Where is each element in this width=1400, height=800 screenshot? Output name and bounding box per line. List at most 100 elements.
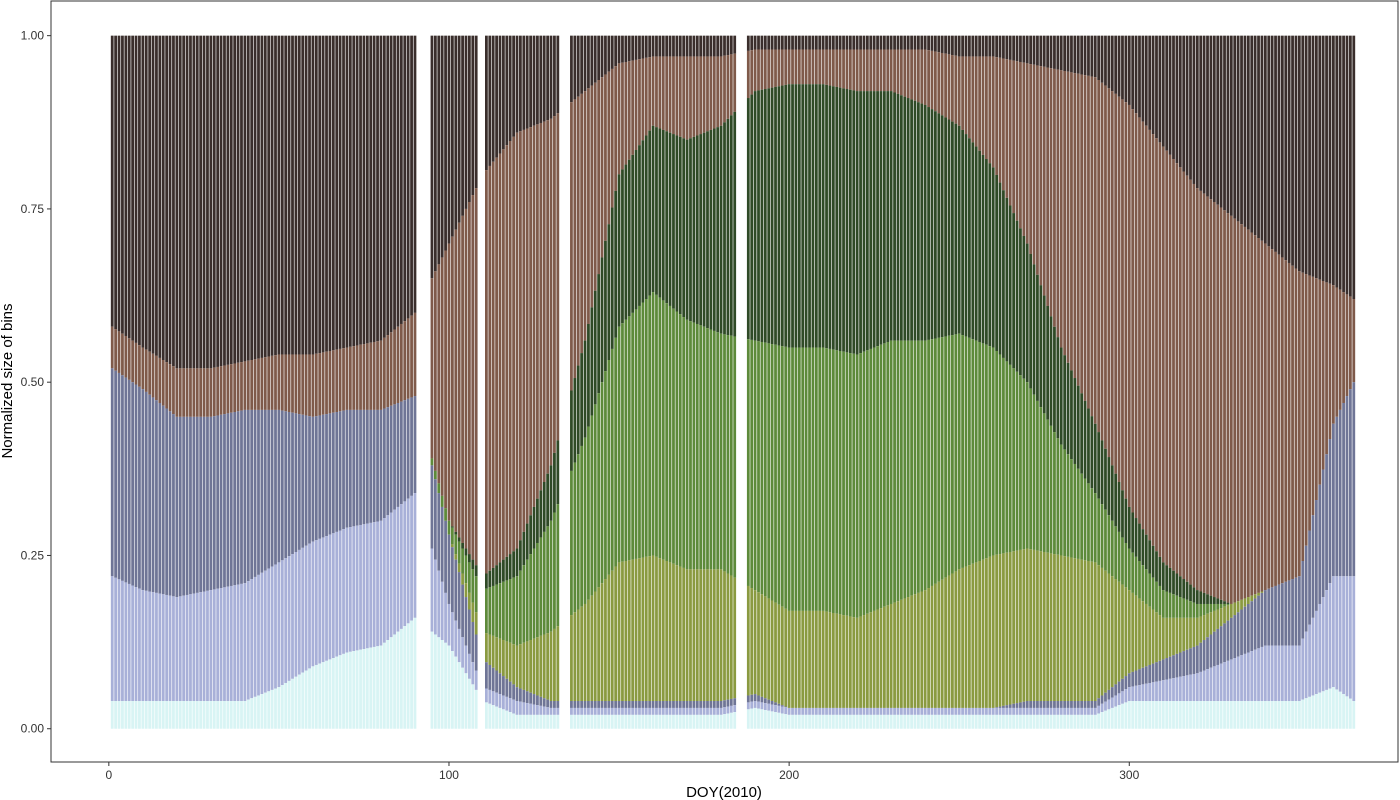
bar-segment <box>570 35 573 103</box>
bar-segment <box>1131 109 1135 513</box>
bar-segment <box>1144 125 1148 535</box>
bar-segment <box>1246 35 1250 230</box>
bar-segment <box>1161 35 1165 147</box>
bar-segment <box>393 329 396 405</box>
bar-segment <box>723 334 726 572</box>
bar-segment <box>821 610 825 708</box>
bar-segment <box>430 458 434 466</box>
bar-segment <box>542 35 546 122</box>
bar-segment <box>1352 35 1356 300</box>
bar-segment <box>634 707 638 715</box>
bar-segment <box>270 566 274 690</box>
bar-segment <box>981 707 985 715</box>
bar-segment <box>502 695 505 710</box>
bar-segment <box>318 663 322 729</box>
bar-segment <box>627 707 631 715</box>
bar-segment <box>1151 682 1155 702</box>
bar-segment <box>934 51 937 112</box>
bar-segment <box>158 402 162 594</box>
bar-segment <box>1172 570 1175 595</box>
bar-segment <box>787 84 791 348</box>
bar-segment <box>539 714 543 729</box>
bar-segment <box>529 640 533 693</box>
bar-segment <box>896 49 900 94</box>
bar-segment <box>440 495 444 507</box>
bar-segment <box>512 136 515 552</box>
bar-segment <box>770 711 774 729</box>
bar-segment <box>127 701 131 729</box>
bar-segment <box>1022 378 1026 550</box>
bar-segment <box>192 416 196 594</box>
bar-segment <box>580 606 584 702</box>
bar-segment <box>1036 35 1039 66</box>
bar-segment <box>1002 553 1005 706</box>
bar-segment <box>1002 707 1005 715</box>
bar-segment <box>471 559 475 570</box>
bar-segment <box>284 411 288 559</box>
bar-segment <box>1240 35 1243 225</box>
bar-segment <box>240 35 243 363</box>
bar-segment <box>352 651 356 729</box>
bar-segment <box>260 35 264 358</box>
bar-segment <box>1233 615 1237 659</box>
bar-segment <box>556 714 560 729</box>
bar-segment <box>1175 701 1179 729</box>
bar-segment <box>515 701 519 715</box>
bar-segment <box>362 524 366 650</box>
bar-segment <box>590 35 594 86</box>
bar-segment <box>185 701 189 729</box>
bar-segment <box>624 164 628 320</box>
bar-segment <box>862 714 866 729</box>
bar-segment <box>631 707 635 715</box>
bar-segment <box>998 182 1002 355</box>
bar-segment <box>1158 660 1162 681</box>
bar-segment <box>1093 423 1097 494</box>
bar-segment <box>1274 35 1277 252</box>
bar-segment <box>498 673 502 695</box>
bar-segment <box>1087 35 1090 76</box>
bar-segment <box>1110 687 1114 698</box>
bar-segment <box>246 581 250 700</box>
bar-segment <box>702 35 706 57</box>
bar-segment <box>961 567 964 708</box>
bar-segment <box>685 56 689 140</box>
bar-segment <box>1029 701 1033 708</box>
bar-segment <box>903 598 907 708</box>
bar-segment <box>767 710 771 729</box>
bar-segment <box>1008 35 1012 60</box>
bar-segment <box>376 35 379 342</box>
bar-segment <box>882 49 886 92</box>
bar-segment <box>723 571 726 701</box>
bar-segment <box>1165 591 1169 618</box>
bar-segment <box>1100 567 1104 696</box>
bar-segment <box>1148 664 1152 683</box>
bar-segment <box>968 56 971 139</box>
bar-segment <box>723 122 726 335</box>
bar-segment <box>702 132 706 327</box>
bar-segment <box>318 35 322 354</box>
bar-segment <box>386 35 390 336</box>
bar-segment <box>1202 603 1206 616</box>
bar-segment <box>763 596 767 699</box>
bar-segment <box>546 714 550 729</box>
bar-segment <box>369 647 373 729</box>
bar-segment <box>172 35 175 367</box>
bar-segment <box>1080 559 1084 702</box>
bar-segment <box>199 368 203 417</box>
bar-segment <box>1144 701 1148 729</box>
bar-segment <box>706 714 709 729</box>
bar-segment <box>1029 707 1033 715</box>
bar-segment <box>865 707 869 715</box>
x-tick-label: 0 <box>105 768 112 782</box>
bar-segment <box>573 99 577 379</box>
bar-segment <box>1090 488 1094 562</box>
bar-segment <box>488 587 492 635</box>
bar-segment <box>1304 698 1308 729</box>
bar-segment <box>1192 646 1196 674</box>
bar-segment <box>733 35 737 54</box>
bar-segment <box>1121 691 1124 704</box>
bar-segment <box>461 35 464 216</box>
bar-segment <box>655 35 658 57</box>
bar-segment <box>1206 35 1209 197</box>
